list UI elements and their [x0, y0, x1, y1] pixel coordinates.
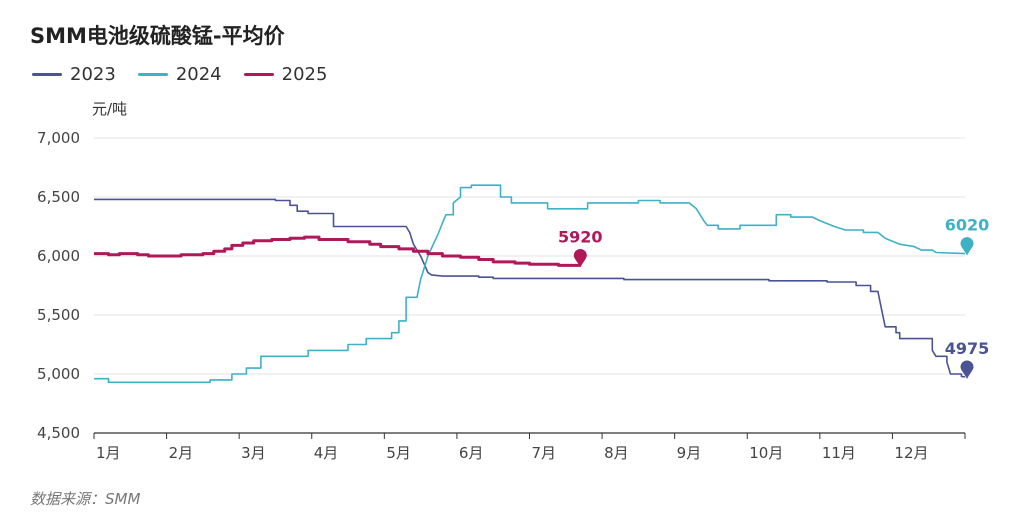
grid-lines	[94, 137, 965, 375]
x-tick-label: 10月	[749, 444, 783, 462]
y-tick-label: 4,500	[37, 424, 80, 442]
y-tick-label: 5,500	[37, 306, 80, 324]
x-tick-label: 2月	[169, 444, 194, 462]
y-axis-ticks: 4,500 5,000 5,500 6,000 6,500 7,000	[37, 129, 80, 442]
legend-swatch-2024	[137, 73, 168, 76]
series-line-2025	[94, 235, 581, 267]
legend-item-2025[interactable]: 2025	[243, 64, 328, 85]
legend-swatch-2023	[32, 73, 62, 76]
legend-label-2025: 2025	[281, 64, 328, 85]
y-axis-unit: 元/吨	[92, 100, 128, 118]
end-label-2025: 5920	[558, 227, 603, 246]
x-tick-label: 12月	[894, 444, 928, 462]
series-line-2023	[94, 198, 966, 378]
end-marker-2023	[960, 360, 974, 379]
legend-label-2024: 2024	[175, 64, 222, 85]
series-lines	[94, 184, 966, 384]
y-tick-label: 5,000	[37, 365, 80, 383]
y-tick-label: 7,000	[37, 129, 80, 147]
x-tick-label: 7月	[532, 444, 557, 462]
series-line-2024	[94, 184, 966, 384]
end-marker-2024	[960, 237, 974, 256]
x-axis: 1月 2月 3月 4月 5月 6月 7月 8月 9月 10月 11月 12月	[93, 432, 966, 462]
x-tick-label: 6月	[459, 444, 484, 462]
x-tick-label: 9月	[677, 444, 702, 462]
x-tick-label: 11月	[822, 444, 856, 462]
end-label-2023: 4975	[945, 339, 990, 358]
legend-label-2023: 2023	[70, 64, 116, 85]
chart-legend: 2023 2024 2025	[32, 64, 327, 85]
end-marker-2025	[573, 248, 587, 268]
y-tick-label: 6,500	[37, 188, 80, 206]
legend-swatch-2025	[243, 73, 274, 76]
x-tick-label: 8月	[604, 444, 629, 462]
end-label-2024: 6020	[945, 216, 990, 235]
legend-item-2023[interactable]: 2023	[32, 64, 116, 85]
x-tick-label: 1月	[96, 444, 121, 462]
x-tick-label: 3月	[241, 444, 266, 462]
chart-title: SMM电池级硫酸锰-平均价	[30, 24, 285, 48]
data-source: 数据来源：SMM	[30, 490, 141, 508]
end-markers: 4975 6020 5920	[558, 216, 989, 379]
x-tick-label: 5月	[386, 444, 411, 462]
x-tick-label: 4月	[314, 444, 339, 462]
y-tick-label: 6,000	[37, 247, 80, 265]
legend-item-2024[interactable]: 2024	[137, 64, 222, 85]
